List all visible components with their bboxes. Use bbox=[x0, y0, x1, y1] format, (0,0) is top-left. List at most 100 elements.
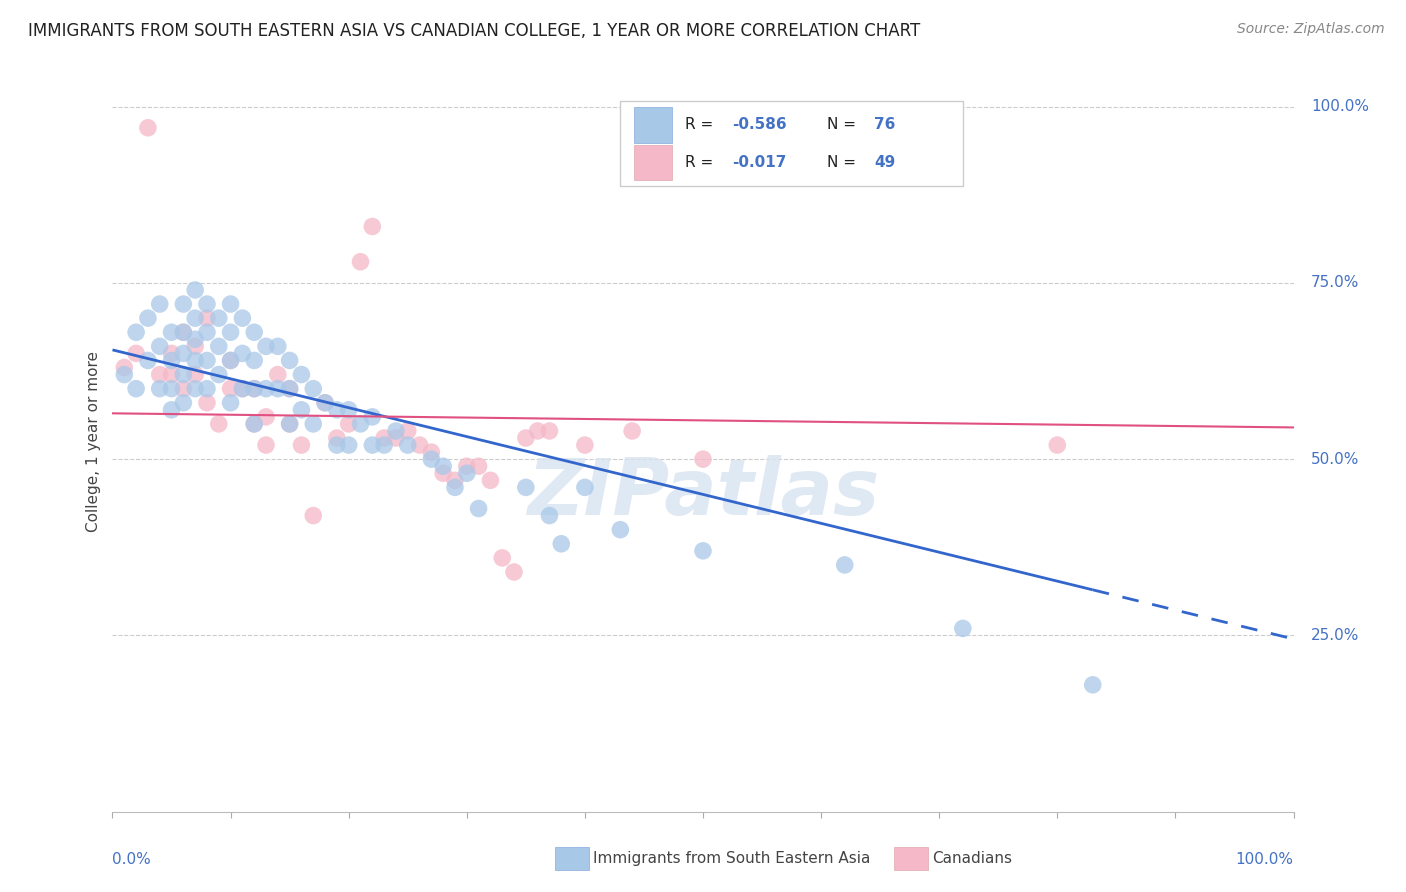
Point bbox=[385, 431, 408, 445]
Point bbox=[172, 325, 194, 339]
Point bbox=[243, 382, 266, 396]
Point bbox=[467, 501, 489, 516]
Point bbox=[267, 382, 290, 396]
Point bbox=[396, 438, 419, 452]
Point bbox=[349, 417, 371, 431]
Text: 25.0%: 25.0% bbox=[1312, 628, 1360, 643]
Point bbox=[243, 417, 266, 431]
Point bbox=[396, 424, 419, 438]
Point bbox=[195, 297, 218, 311]
Text: Source: ZipAtlas.com: Source: ZipAtlas.com bbox=[1237, 22, 1385, 37]
Text: 50.0%: 50.0% bbox=[1312, 451, 1360, 467]
Point bbox=[479, 473, 502, 487]
Point bbox=[385, 424, 408, 438]
Point bbox=[337, 438, 360, 452]
Point bbox=[160, 353, 183, 368]
Point bbox=[302, 417, 325, 431]
Point bbox=[254, 339, 277, 353]
Point bbox=[361, 438, 384, 452]
Point bbox=[420, 452, 443, 467]
Point bbox=[456, 459, 478, 474]
Point bbox=[184, 339, 207, 353]
Point bbox=[326, 431, 349, 445]
Point bbox=[172, 325, 194, 339]
Point bbox=[243, 325, 266, 339]
Point bbox=[491, 550, 513, 565]
Point bbox=[184, 311, 207, 326]
Point bbox=[467, 459, 489, 474]
Point bbox=[432, 459, 454, 474]
Point bbox=[231, 382, 253, 396]
Point bbox=[952, 621, 974, 635]
FancyBboxPatch shape bbox=[620, 101, 963, 186]
Point bbox=[373, 438, 395, 452]
Point bbox=[195, 311, 218, 326]
Point bbox=[243, 417, 266, 431]
Point bbox=[208, 339, 231, 353]
Point bbox=[254, 382, 277, 396]
Point bbox=[290, 368, 312, 382]
Point bbox=[219, 353, 242, 368]
Point bbox=[231, 346, 253, 360]
Point bbox=[172, 297, 194, 311]
Text: Immigrants from South Eastern Asia: Immigrants from South Eastern Asia bbox=[593, 852, 870, 866]
Point bbox=[326, 402, 349, 417]
Point bbox=[184, 332, 207, 346]
Point bbox=[125, 325, 148, 339]
Point bbox=[172, 346, 194, 360]
Point bbox=[112, 360, 135, 375]
Point bbox=[574, 480, 596, 494]
Point bbox=[1046, 438, 1069, 452]
Point bbox=[219, 297, 242, 311]
Point bbox=[574, 438, 596, 452]
Point bbox=[349, 254, 371, 268]
Point bbox=[219, 325, 242, 339]
Point bbox=[550, 537, 572, 551]
Point bbox=[267, 368, 290, 382]
Point bbox=[326, 438, 349, 452]
Point bbox=[361, 219, 384, 234]
Point bbox=[149, 382, 172, 396]
Point bbox=[136, 120, 159, 135]
Point bbox=[160, 325, 183, 339]
Point bbox=[267, 339, 290, 353]
Point bbox=[219, 353, 242, 368]
Point bbox=[254, 409, 277, 424]
Point bbox=[195, 325, 218, 339]
Point bbox=[172, 396, 194, 410]
FancyBboxPatch shape bbox=[634, 107, 672, 143]
Text: Canadians: Canadians bbox=[932, 852, 1012, 866]
Point bbox=[314, 396, 336, 410]
Text: N =: N = bbox=[827, 118, 860, 132]
Point bbox=[136, 311, 159, 326]
Point bbox=[538, 424, 561, 438]
Point bbox=[160, 368, 183, 382]
Y-axis label: College, 1 year or more: College, 1 year or more bbox=[86, 351, 101, 532]
Point bbox=[278, 382, 301, 396]
Point bbox=[278, 417, 301, 431]
Point bbox=[112, 368, 135, 382]
Point bbox=[834, 558, 856, 572]
Point bbox=[172, 368, 194, 382]
Point bbox=[231, 311, 253, 326]
Point bbox=[302, 382, 325, 396]
Text: 100.0%: 100.0% bbox=[1312, 99, 1369, 114]
Text: R =: R = bbox=[685, 118, 718, 132]
Point bbox=[515, 480, 537, 494]
Text: ZIPatlas: ZIPatlas bbox=[527, 455, 879, 532]
Text: 100.0%: 100.0% bbox=[1236, 853, 1294, 867]
Point bbox=[160, 346, 183, 360]
Point bbox=[692, 452, 714, 467]
Point bbox=[149, 297, 172, 311]
Point bbox=[302, 508, 325, 523]
Point bbox=[254, 438, 277, 452]
Point bbox=[1081, 678, 1104, 692]
Point bbox=[149, 339, 172, 353]
FancyBboxPatch shape bbox=[634, 145, 672, 180]
Point bbox=[243, 382, 266, 396]
Point bbox=[314, 396, 336, 410]
Point bbox=[621, 424, 644, 438]
Point bbox=[208, 368, 231, 382]
Point bbox=[278, 353, 301, 368]
Point bbox=[195, 396, 218, 410]
